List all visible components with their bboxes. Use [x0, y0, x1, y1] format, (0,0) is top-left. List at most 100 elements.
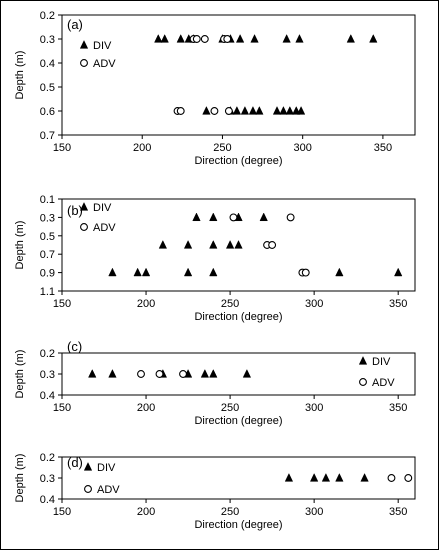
data-point-div — [192, 212, 201, 222]
x-tick-label: 300 — [294, 142, 312, 154]
data-point-adv — [301, 268, 310, 277]
x-tick-label: 200 — [137, 506, 155, 518]
data-point-div — [284, 473, 294, 482]
y-tick-label: 0.7 — [40, 249, 55, 261]
legend-marker-div — [83, 462, 93, 471]
data-point-div — [108, 369, 117, 378]
x-tick-label: 150 — [53, 506, 71, 518]
data-point-adv — [404, 474, 413, 482]
y-tick-label: 0.3 — [40, 212, 55, 224]
data-point-div — [232, 106, 242, 115]
data-point-adv — [229, 213, 238, 222]
x-tick-label: 200 — [133, 142, 151, 154]
x-tick-label: 250 — [213, 142, 231, 154]
data-point-div — [282, 34, 291, 43]
y-tick-label: 0.9 — [40, 268, 55, 280]
legend-label-adv: ADV — [97, 484, 120, 496]
panel-2: (b) 150 200 250 300 350 0.1 0.3 0.5 0.7 0.9 1.1 Dire… — [14, 194, 416, 323]
data-point-div — [235, 34, 245, 43]
data-point-div — [108, 267, 117, 277]
data-point-adv — [155, 370, 164, 378]
data-point-adv — [179, 370, 187, 378]
data-point-adv — [192, 35, 201, 43]
data-point-div — [154, 34, 163, 43]
y-tick-label: 0.4 — [40, 390, 55, 402]
data-point-div — [394, 267, 403, 277]
data-point-adv — [137, 370, 145, 378]
data-point-div — [160, 34, 169, 43]
legend-label-div: DIV — [93, 40, 112, 52]
data-point-div — [200, 369, 210, 378]
data-point-div — [346, 34, 355, 43]
data-point-div — [309, 473, 319, 482]
y-axis-label: Depth (m) — [14, 454, 26, 503]
y-tick-label: 0.4 — [40, 58, 55, 70]
data-point-div — [335, 473, 344, 482]
data-point-adv — [223, 35, 232, 43]
y-tick-label: 0.3 — [40, 369, 55, 381]
y-axis-label: Depth (m) — [14, 51, 26, 100]
data-point-div — [272, 106, 282, 115]
x-tick-label: 150 — [53, 298, 71, 310]
data-point-div — [209, 267, 218, 277]
panel-3: (c) 150 200 250 300 350 0.2 0.3 0.4 Direction (de… — [14, 339, 416, 427]
panel-label: (c) — [67, 339, 82, 354]
y-axis-label: Depth (m) — [14, 221, 26, 270]
x-tick-label: 350 — [389, 298, 407, 310]
y-tick-label: 0.4 — [40, 494, 55, 506]
legend-marker-div — [79, 40, 89, 49]
data-point-div — [360, 473, 369, 482]
data-point-div — [225, 240, 235, 249]
data-point-div — [248, 106, 258, 115]
data-point-div — [176, 34, 185, 43]
x-tick-label: 150 — [53, 142, 71, 154]
data-point-div — [240, 106, 250, 115]
y-tick-label: 0.1 — [40, 194, 55, 206]
data-point-div — [242, 369, 252, 378]
data-point-div — [183, 240, 193, 249]
legend-label-div: DIV — [97, 462, 116, 474]
legend-marker-div — [358, 356, 368, 365]
legend-marker-adv — [80, 59, 88, 67]
y-tick-label: 0.2 — [40, 348, 55, 360]
legend-marker-adv — [80, 223, 88, 231]
data-point-div — [202, 106, 211, 115]
data-point-div — [335, 267, 344, 277]
panel-1: (a) 150 200 250 300 350 0.2 0.3 0.4 0.5 0.6 0.7 Dire… — [14, 10, 416, 167]
data-point-adv — [387, 474, 396, 482]
x-tick-label: 300 — [305, 298, 323, 310]
legend-label-adv: ADV — [372, 377, 395, 389]
legend-label-div: DIV — [93, 202, 112, 214]
y-tick-label: 0.5 — [40, 231, 55, 243]
data-point-adv — [224, 107, 233, 115]
x-tick-label: 350 — [374, 142, 392, 154]
data-point-div — [133, 267, 142, 277]
data-point-adv — [210, 107, 219, 115]
y-tick-label: 0.5 — [40, 82, 55, 94]
data-point-div — [369, 34, 378, 43]
legend-marker-div — [79, 202, 89, 211]
panel-label: (d) — [67, 455, 83, 470]
x-axis-label: Direction (degree) — [194, 155, 282, 167]
data-point-div — [234, 240, 243, 249]
x-axis-label: Direction (degree) — [194, 311, 282, 323]
x-tick-label: 350 — [389, 506, 407, 518]
data-point-div — [88, 369, 97, 378]
data-point-adv — [286, 213, 295, 222]
data-point-div — [209, 369, 218, 378]
data-point-div — [209, 240, 218, 249]
data-point-div — [321, 473, 331, 482]
y-tick-label: 0.7 — [40, 130, 55, 142]
data-point-div — [279, 106, 288, 115]
y-tick-label: 0.6 — [40, 106, 55, 118]
data-point-div — [285, 106, 294, 115]
x-tick-label: 350 — [389, 402, 407, 414]
data-point-div — [255, 106, 264, 115]
legend-label-adv: ADV — [93, 58, 116, 70]
panel-4: (d) 150 200 250 300 350 0.2 0.3 0.4 Direction (de… — [14, 452, 416, 531]
plot-frame — [61, 14, 416, 136]
data-point-div — [250, 34, 259, 43]
x-tick-label: 250 — [221, 402, 239, 414]
